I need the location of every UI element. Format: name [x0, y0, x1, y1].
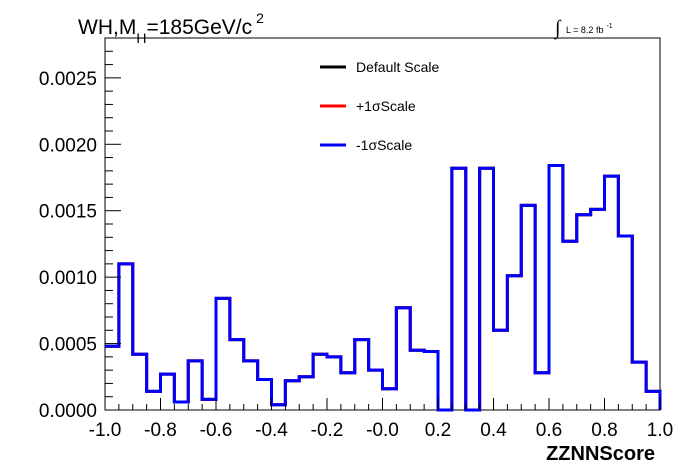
- x-tick-label: 0.8: [591, 420, 617, 441]
- y-tick-label: 0.0020: [39, 135, 97, 156]
- integral-symbol: ∫: [553, 17, 562, 40]
- y-tick-label: 0.0015: [39, 202, 97, 223]
- x-tick-label: -0.6: [200, 420, 233, 441]
- luminosity-label: ∫ L = 8.2 fb -1: [553, 17, 613, 40]
- x-tick-label: 1.0: [647, 420, 673, 441]
- y-tick-label: 0.0010: [39, 268, 97, 289]
- x-tick-label: -0.8: [144, 420, 177, 441]
- legend-label-default: Default Scale: [356, 59, 439, 75]
- series-layer: [105, 164, 662, 412]
- y-tick-label: 0.0005: [39, 335, 97, 356]
- x-tick-label: -0.0: [366, 420, 399, 441]
- x-tick-label: 0.2: [425, 420, 451, 441]
- legend-label-minus-sigma: -1σScale: [356, 137, 412, 153]
- x-axis: -1.0 -0.8 -0.6 -0.4 -0.2 -0.0 0.2 0.4 0.6 0.8 1.0: [89, 398, 673, 441]
- legend: Default Scale +1σScale -1σScale: [320, 59, 439, 153]
- x-tick-label: 0.6: [536, 420, 562, 441]
- luminosity-text: L = 8.2 fb -1: [566, 23, 613, 35]
- y-tick-label: 0.0025: [39, 69, 97, 90]
- x-tick-label: 0.4: [480, 420, 507, 441]
- y-tick-label: 0.0000: [39, 401, 97, 422]
- legend-label-plus-sigma: +1σScale: [356, 98, 416, 114]
- series-line-2: [105, 164, 662, 412]
- x-tick-label: -0.2: [311, 420, 344, 441]
- x-tick-label: -1.0: [89, 420, 122, 441]
- x-tick-label: -0.4: [255, 420, 288, 441]
- y-axis: 0.0000 0.0005 0.0010 0.0015 0.0020 0.0025: [39, 50, 121, 422]
- x-axis-title: ZZNNScore: [546, 443, 655, 465]
